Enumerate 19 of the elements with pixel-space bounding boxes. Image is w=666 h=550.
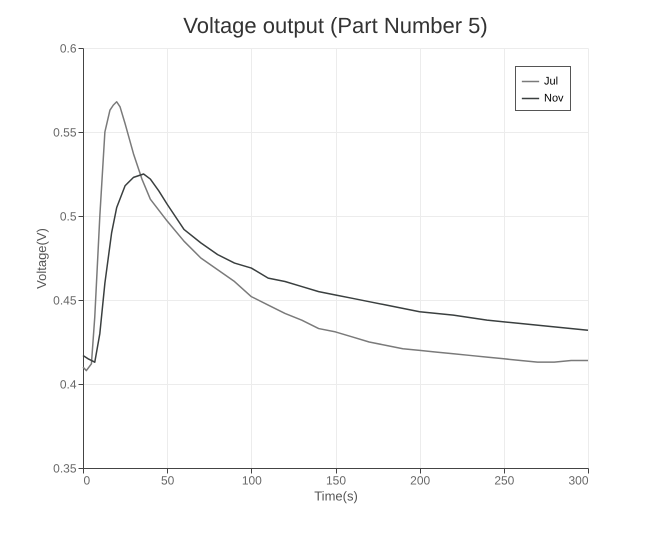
- y-tick-label: 0.5: [60, 210, 77, 224]
- y-tick-label: 0.6: [60, 42, 77, 56]
- y-tick-label: 0.45: [53, 294, 77, 308]
- y-axis-title: Voltage(V): [34, 228, 50, 289]
- x-axis-title: Time(s): [314, 488, 358, 504]
- legend-label: Nov: [544, 92, 564, 104]
- x-tick-label: 250: [494, 474, 515, 488]
- x-tick-label: 0: [84, 474, 90, 488]
- y-tick-label: 0.4: [60, 378, 77, 392]
- x-tick-label: 150: [326, 474, 346, 488]
- y-tick-label: 0.35: [53, 462, 77, 476]
- x-tick-label: 100: [242, 474, 262, 488]
- y-tick-label: 0.55: [53, 126, 77, 140]
- line-series: [82, 101, 589, 372]
- x-tick-label: 200: [410, 474, 430, 488]
- x-tick-label: 300: [568, 474, 589, 488]
- x-tick-label: 50: [160, 474, 175, 488]
- legend-label: Jul: [544, 76, 558, 88]
- chart-title: Voltage output (Part Number 5): [183, 13, 488, 38]
